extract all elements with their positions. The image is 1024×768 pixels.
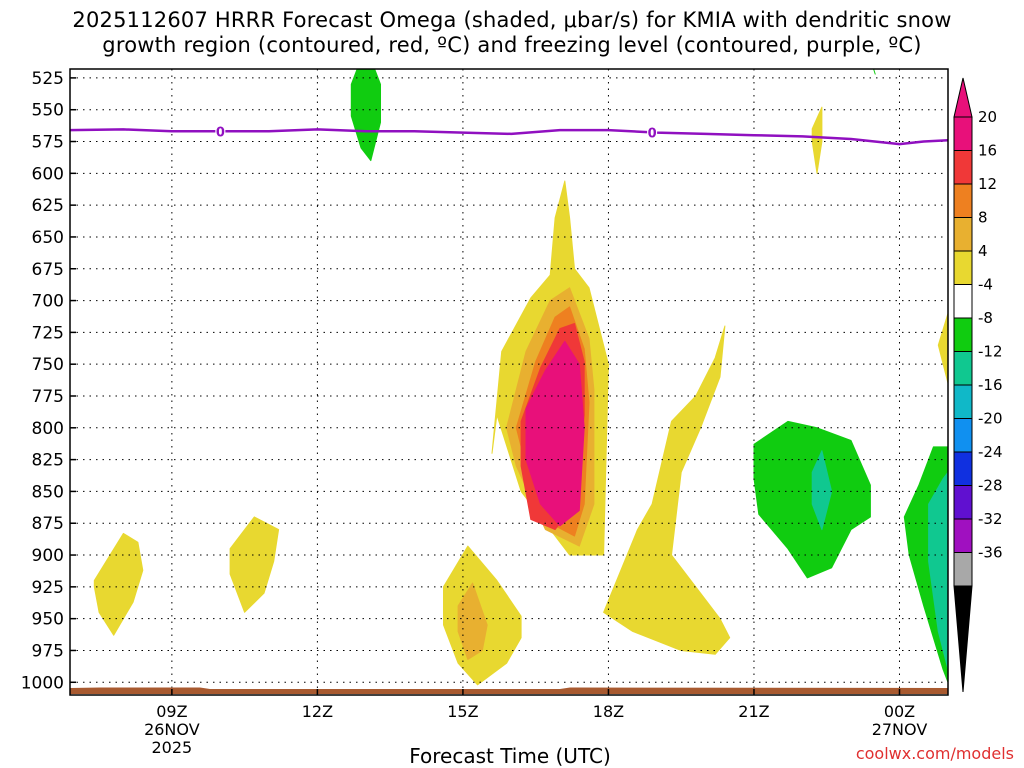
colorbar-bottom-arrow — [953, 585, 973, 693]
colorbar-swatch-3 — [953, 217, 973, 252]
colorbar-label-7: -12 — [978, 343, 1003, 361]
ytick-label-725: 725 — [32, 323, 64, 343]
colorbar-label-12: -32 — [978, 510, 1003, 528]
x-axis-label: Forecast Time (UTC) — [409, 744, 611, 768]
omega-shaded-regions — [93, 69, 948, 686]
freezing-level-line — [70, 128, 948, 146]
freezing-label-bg-0 — [215, 124, 226, 139]
omega-region-0 — [93, 532, 144, 636]
colorbar-swatch-0 — [953, 116, 973, 151]
omega-region-17 — [928, 471, 948, 671]
ytick-label-875: 875 — [32, 514, 64, 534]
colorbar-label-4: 4 — [978, 242, 988, 260]
site-credit[interactable]: coolwx.com/models — [855, 744, 1014, 763]
ytick-label-550: 550 — [32, 101, 64, 121]
chart-title-line-1: 2025112607 HRRR Forecast Omega (shaded, … — [72, 8, 952, 32]
colorbar-label-9: -20 — [978, 410, 1003, 428]
xtick-label-1: 12Z — [302, 702, 333, 721]
omega-region-14 — [811, 450, 833, 531]
colorbar: 20 16 12 8 4 -4 -8 -12 -16 -20 -24 -28 -32 -36 — [953, 77, 1003, 693]
colorbar-swatch-10 — [953, 451, 973, 486]
chart-title-line-2: growth region (contoured, red, ºC) and f… — [102, 33, 922, 57]
colorbar-label-8: -16 — [978, 376, 1003, 394]
omega-region-9 — [603, 325, 731, 655]
xtick-date-0: 26NOV — [144, 720, 200, 739]
ytick-label-650: 650 — [32, 228, 64, 248]
ytick-label-825: 825 — [32, 451, 64, 471]
freezing-level-label-1: 0 — [648, 126, 657, 141]
colorbar-label-1: 16 — [978, 142, 997, 160]
ytick-label-775: 775 — [32, 387, 64, 407]
colorbar-label-5: -4 — [978, 276, 993, 294]
omega-region-3 — [457, 582, 488, 660]
xtick-label-4: 21Z — [738, 702, 769, 721]
colorbar-label-10: -24 — [978, 443, 1003, 461]
colorbar-swatch-2 — [953, 183, 973, 218]
colorbar-label-2: 12 — [978, 175, 997, 193]
ytick-label-800: 800 — [32, 419, 64, 439]
ytick-label-925: 925 — [32, 578, 64, 598]
colorbar-label-6: -8 — [978, 309, 993, 327]
colorbar-swatch-9 — [953, 418, 973, 453]
colorbar-label-0: 20 — [978, 108, 997, 126]
xtick-label-2: 15Z — [447, 702, 478, 721]
colorbar-label-13: -36 — [978, 544, 1003, 562]
grid-lines — [70, 69, 948, 695]
ytick-label-700: 700 — [32, 292, 64, 312]
omega-region-10 — [350, 69, 381, 162]
omega-region-1 — [229, 516, 280, 613]
colorbar-swatch-5 — [953, 284, 973, 319]
ytick-label-600: 600 — [32, 164, 64, 184]
colorbar-label-3: 8 — [978, 209, 988, 227]
xtick-label-5: 00Z — [884, 702, 915, 721]
colorbar-swatch-1 — [953, 150, 973, 185]
ytick-label-575: 575 — [32, 133, 64, 153]
colorbar-swatch-7 — [953, 351, 973, 386]
xtick-date-5: 27NOV — [872, 720, 928, 739]
omega-region-8 — [525, 340, 585, 527]
colorbar-label-11: -28 — [978, 477, 1003, 495]
omega-region-12 — [873, 69, 876, 75]
xtick-label-3: 18Z — [593, 702, 624, 721]
colorbar-top-arrow — [953, 77, 973, 118]
colorbar-swatch-8 — [953, 384, 973, 419]
colorbar-swatch-12 — [953, 518, 973, 553]
ytick-label-625: 625 — [32, 196, 64, 216]
colorbar-swatch-13 — [953, 552, 973, 587]
ytick-label-675: 675 — [32, 260, 64, 280]
surface-terrain-bar — [70, 687, 948, 694]
ytick-label-950: 950 — [32, 610, 64, 630]
colorbar-swatch-11 — [953, 485, 973, 520]
omega-region-15 — [937, 312, 948, 384]
ytick-label-850: 850 — [32, 482, 64, 502]
freezing-label-bg-1 — [647, 125, 658, 140]
omega-region-11 — [811, 106, 823, 174]
ytick-label-750: 750 — [32, 355, 64, 375]
xtick-year-0: 2025 — [152, 738, 193, 757]
ytick-label-1000: 1000 — [21, 673, 64, 693]
freezing-level-label-0: 0 — [216, 125, 225, 140]
plot-frame — [69, 68, 949, 696]
colorbar-swatch-4 — [953, 250, 973, 285]
xtick-label-0: 09Z — [156, 702, 187, 721]
ytick-label-900: 900 — [32, 546, 64, 566]
surface-bar-group — [70, 687, 948, 694]
colorbar-swatch-6 — [953, 317, 973, 352]
ytick-label-525: 525 — [32, 69, 64, 89]
ytick-label-975: 975 — [32, 641, 64, 661]
pressure-axis: 525 550 575 600 625 650 675 700 725 750 775 800 825 8… — [21, 69, 76, 693]
